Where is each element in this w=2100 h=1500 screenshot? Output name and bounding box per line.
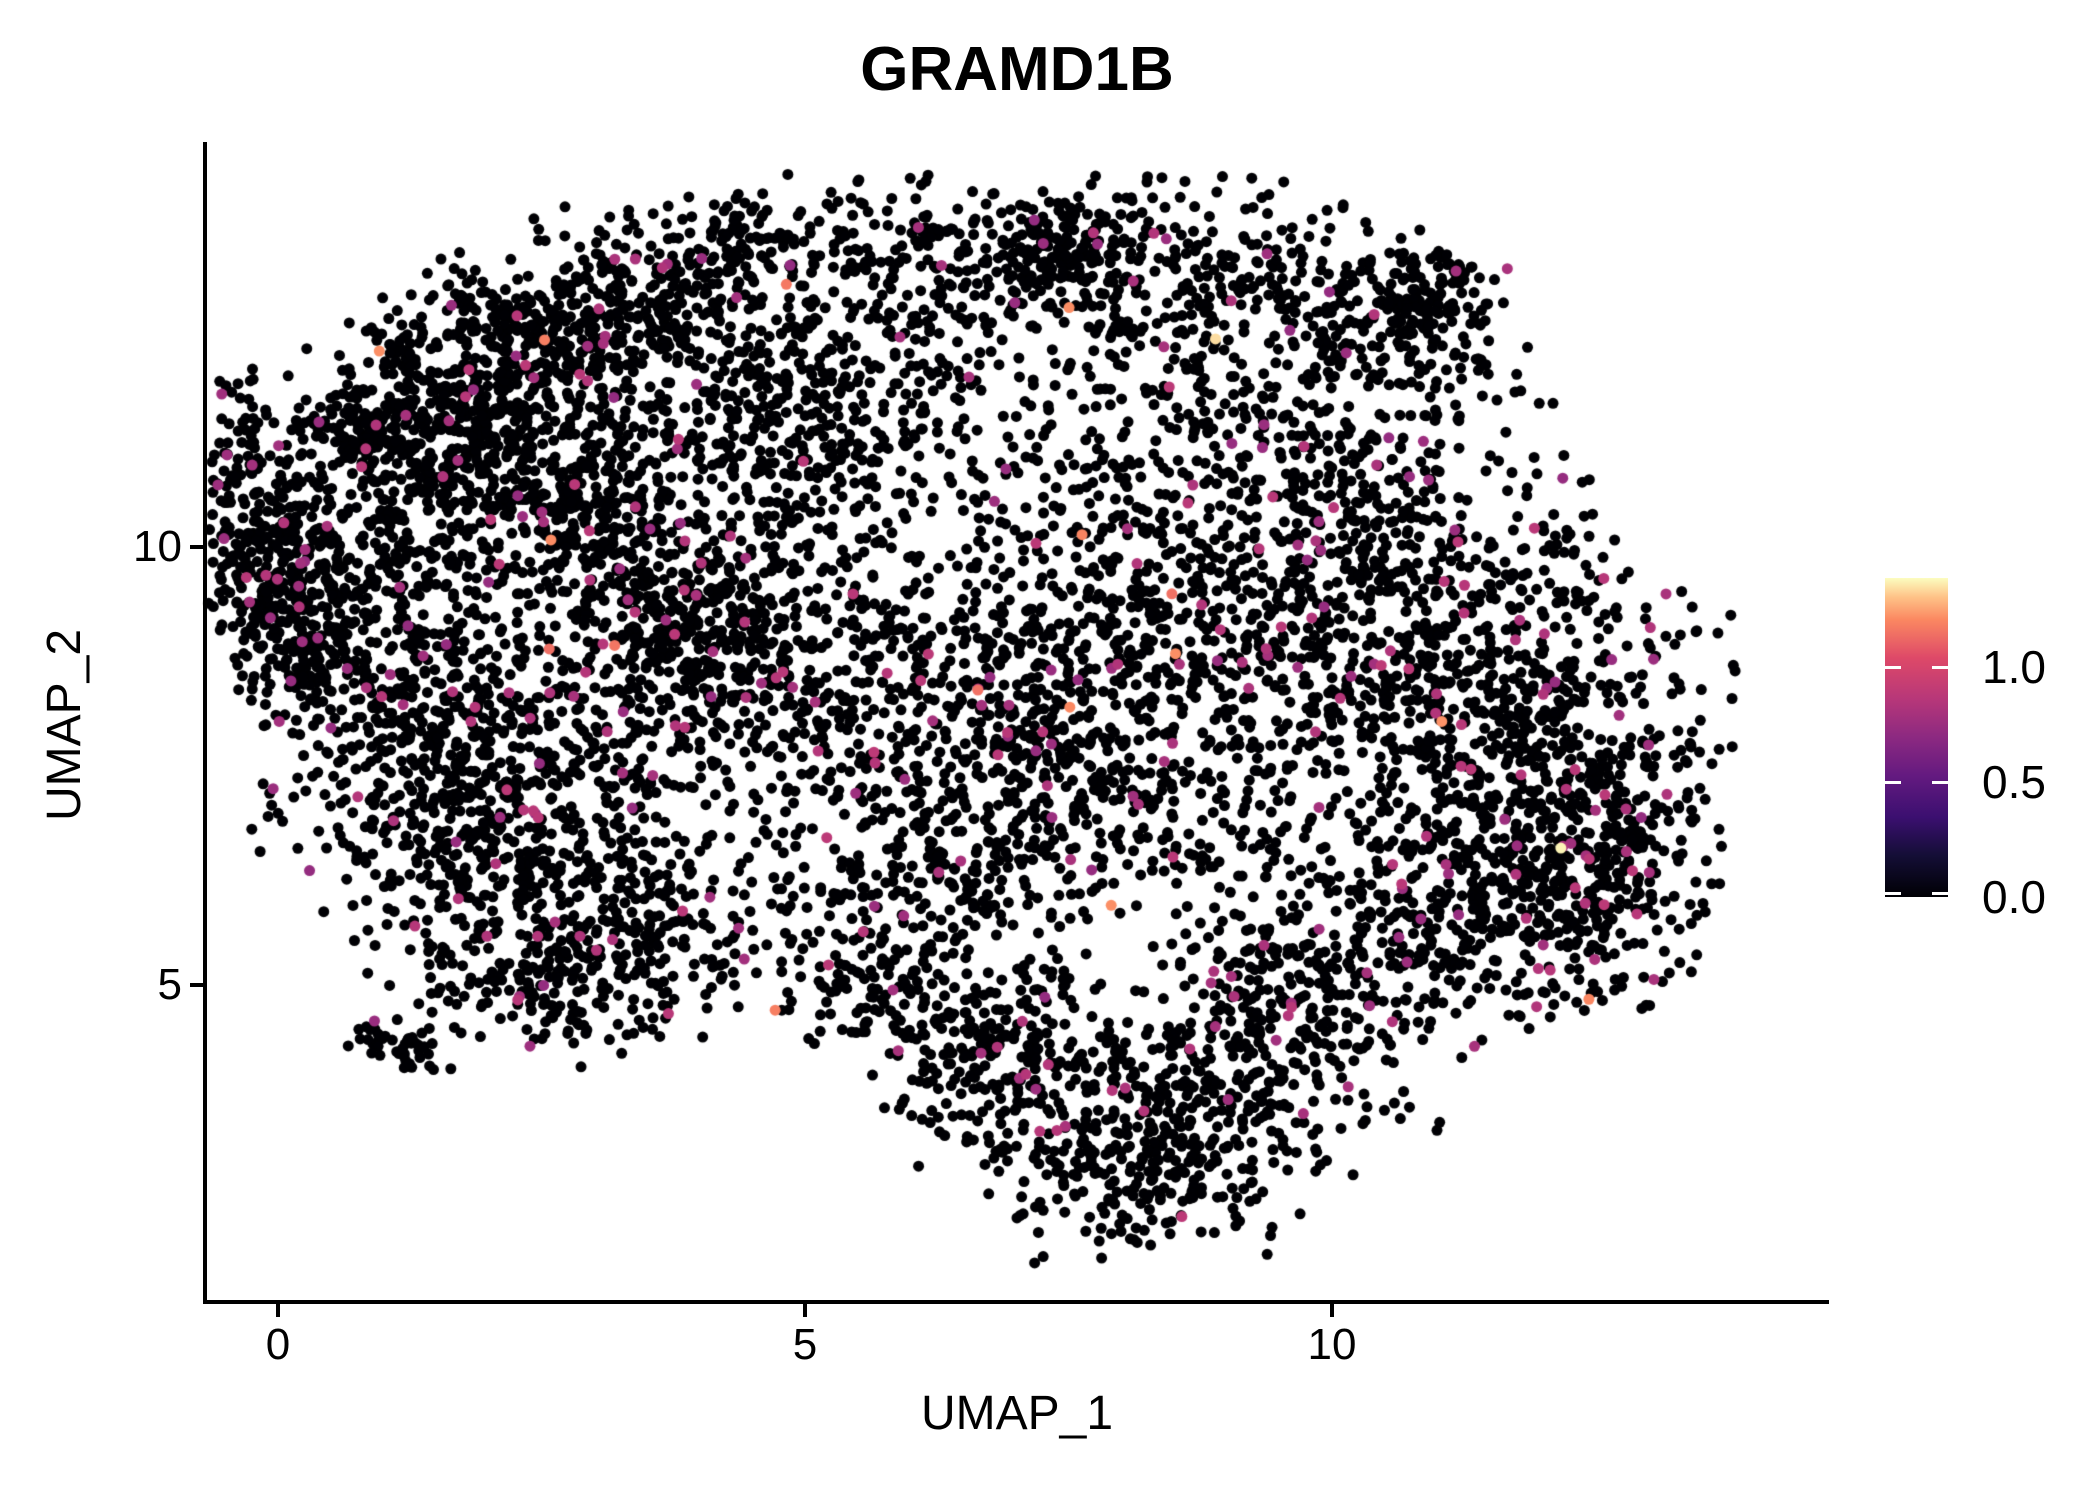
x-tick-label-5: 5 [792,1320,818,1369]
y-axis-line [203,142,207,1304]
colorbar-tick-1.0-left [1885,666,1901,669]
x-tick-label-0: 0 [265,1320,291,1369]
colorbar-label-0.5: 0.5 [1982,756,2046,808]
colorbar-tick-0.5-right [1932,781,1948,784]
x-axis-line [203,1300,1829,1304]
x-axis-tick-0 [276,1304,280,1317]
y-axis-tick-10 [190,545,203,549]
colorbar-tick-0.5-left [1885,781,1901,784]
colorbar-label-1.0: 1.0 [1982,641,2046,693]
colorbar-label-0.0: 0.0 [1982,871,2046,923]
x-axis-title: UMAP_1 [920,1387,1114,1440]
y-tick-label-5: 5 [157,960,182,1009]
x-axis-tick-10 [1330,1304,1334,1317]
x-axis-tick-5 [803,1304,807,1317]
colorbar-tick-0.0-left [1885,892,1901,895]
plot-title: GRAMD1B [860,35,1174,104]
y-axis-title: UMAP_2 [38,628,91,822]
y-tick-label-10: 10 [133,522,182,571]
colorbar-gradient [1885,578,1948,897]
y-axis-tick-5 [190,983,203,987]
x-tick-label-10: 10 [1307,1320,1357,1369]
colorbar-tick-0.0-right [1932,892,1948,895]
colorbar-tick-1.0-right [1932,666,1948,669]
